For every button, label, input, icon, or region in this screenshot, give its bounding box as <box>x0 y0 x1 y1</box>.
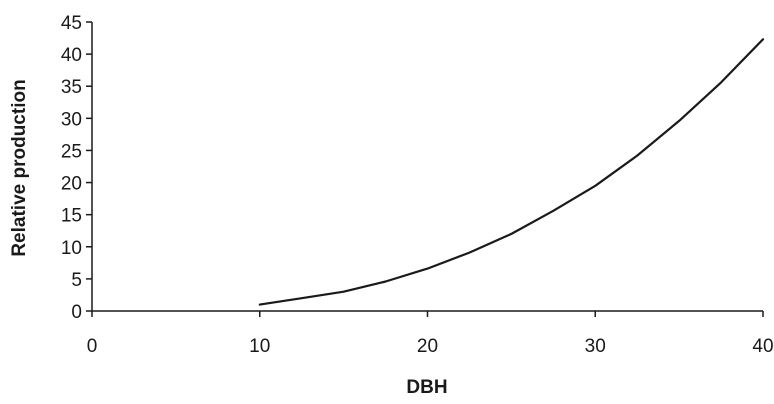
y-tick-label: 20 <box>61 174 82 195</box>
y-tick-label: 35 <box>61 77 82 98</box>
series-line <box>258 38 765 306</box>
y-tick-label: 10 <box>61 238 82 259</box>
x-tick-label: 10 <box>249 336 270 357</box>
y-tick-label: 40 <box>61 45 82 66</box>
y-tick-label: 5 <box>71 270 82 291</box>
y-tick-label: 45 <box>61 13 82 34</box>
x-tick-label: 30 <box>585 336 606 357</box>
x-axis-title: DBH <box>406 377 447 398</box>
y-tick-label: 0 <box>71 302 82 323</box>
x-tick-label: 40 <box>752 336 773 357</box>
y-tick-label: 25 <box>61 141 82 162</box>
y-axis-title: Relative production <box>9 79 30 256</box>
x-axis: 0 10 20 30 40 <box>87 310 774 357</box>
x-tick-label: 20 <box>417 336 438 357</box>
y-axis: 0 5 10 15 20 25 30 35 40 45 <box>61 13 93 323</box>
y-tick-label: 15 <box>61 206 82 227</box>
x-tick-label: 0 <box>87 336 98 357</box>
y-tick-label: 30 <box>61 109 82 130</box>
series-group <box>258 38 765 306</box>
